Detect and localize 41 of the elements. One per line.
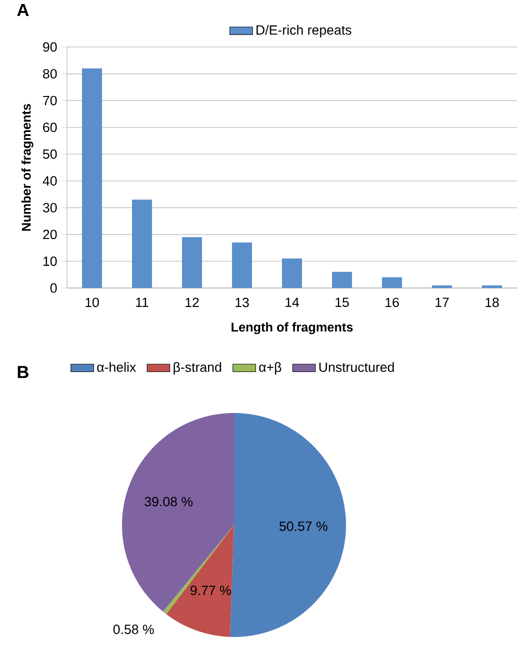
- x-tick-label: 16: [386, 298, 399, 308]
- data-label: 9.77 %: [190, 586, 231, 596]
- bar: [432, 285, 452, 288]
- bar: [482, 285, 502, 288]
- y-tick-label: 70: [43, 96, 57, 106]
- x-tick-label: 17: [436, 298, 449, 307]
- y-tick-label: 60: [43, 122, 57, 132]
- x-tick-label: 15: [336, 298, 349, 308]
- x-tick-label: 13: [236, 298, 249, 308]
- bar: [232, 242, 252, 288]
- bar: [332, 272, 352, 288]
- x-tick-label: 10: [86, 298, 99, 308]
- y-tick-label: 30: [42, 202, 57, 212]
- legend-label: β-strand: [174, 362, 222, 375]
- y-tick-label: 80: [43, 69, 57, 79]
- legend-label: α+β: [259, 362, 282, 375]
- legend-label: D/E-rich repeats: [256, 24, 352, 38]
- data-label: 0.58 %: [113, 624, 154, 634]
- bar: [382, 277, 402, 288]
- legend-label: α-helix: [97, 362, 136, 372]
- bar: [182, 237, 202, 288]
- y-tick-label: 10: [43, 256, 57, 266]
- bar: [82, 68, 102, 288]
- y-tick-label: 90: [43, 42, 57, 52]
- y-tick-label: 50: [43, 149, 57, 159]
- chart-title: B: [18, 366, 28, 378]
- x-tick-label: 12: [186, 298, 199, 308]
- x-tick-label: 14: [286, 298, 300, 307]
- y-tick-label: 20: [43, 230, 57, 240]
- data-label: 39.08 %: [144, 496, 193, 506]
- x-axis-title: Length of fragments: [232, 322, 353, 334]
- data-label: 50.57 %: [280, 522, 328, 531]
- y-axis-title: Number of fragments: [21, 104, 34, 231]
- bar: [282, 258, 302, 288]
- y-tick-label: 40: [42, 176, 57, 186]
- legend-label: Unstructured: [319, 362, 394, 372]
- chart-title: A: [17, 4, 29, 16]
- y-tick-label: 0: [50, 283, 57, 293]
- x-tick-label: 18: [486, 298, 499, 308]
- x-tick-label: 11: [136, 298, 148, 307]
- bar: [132, 200, 152, 288]
